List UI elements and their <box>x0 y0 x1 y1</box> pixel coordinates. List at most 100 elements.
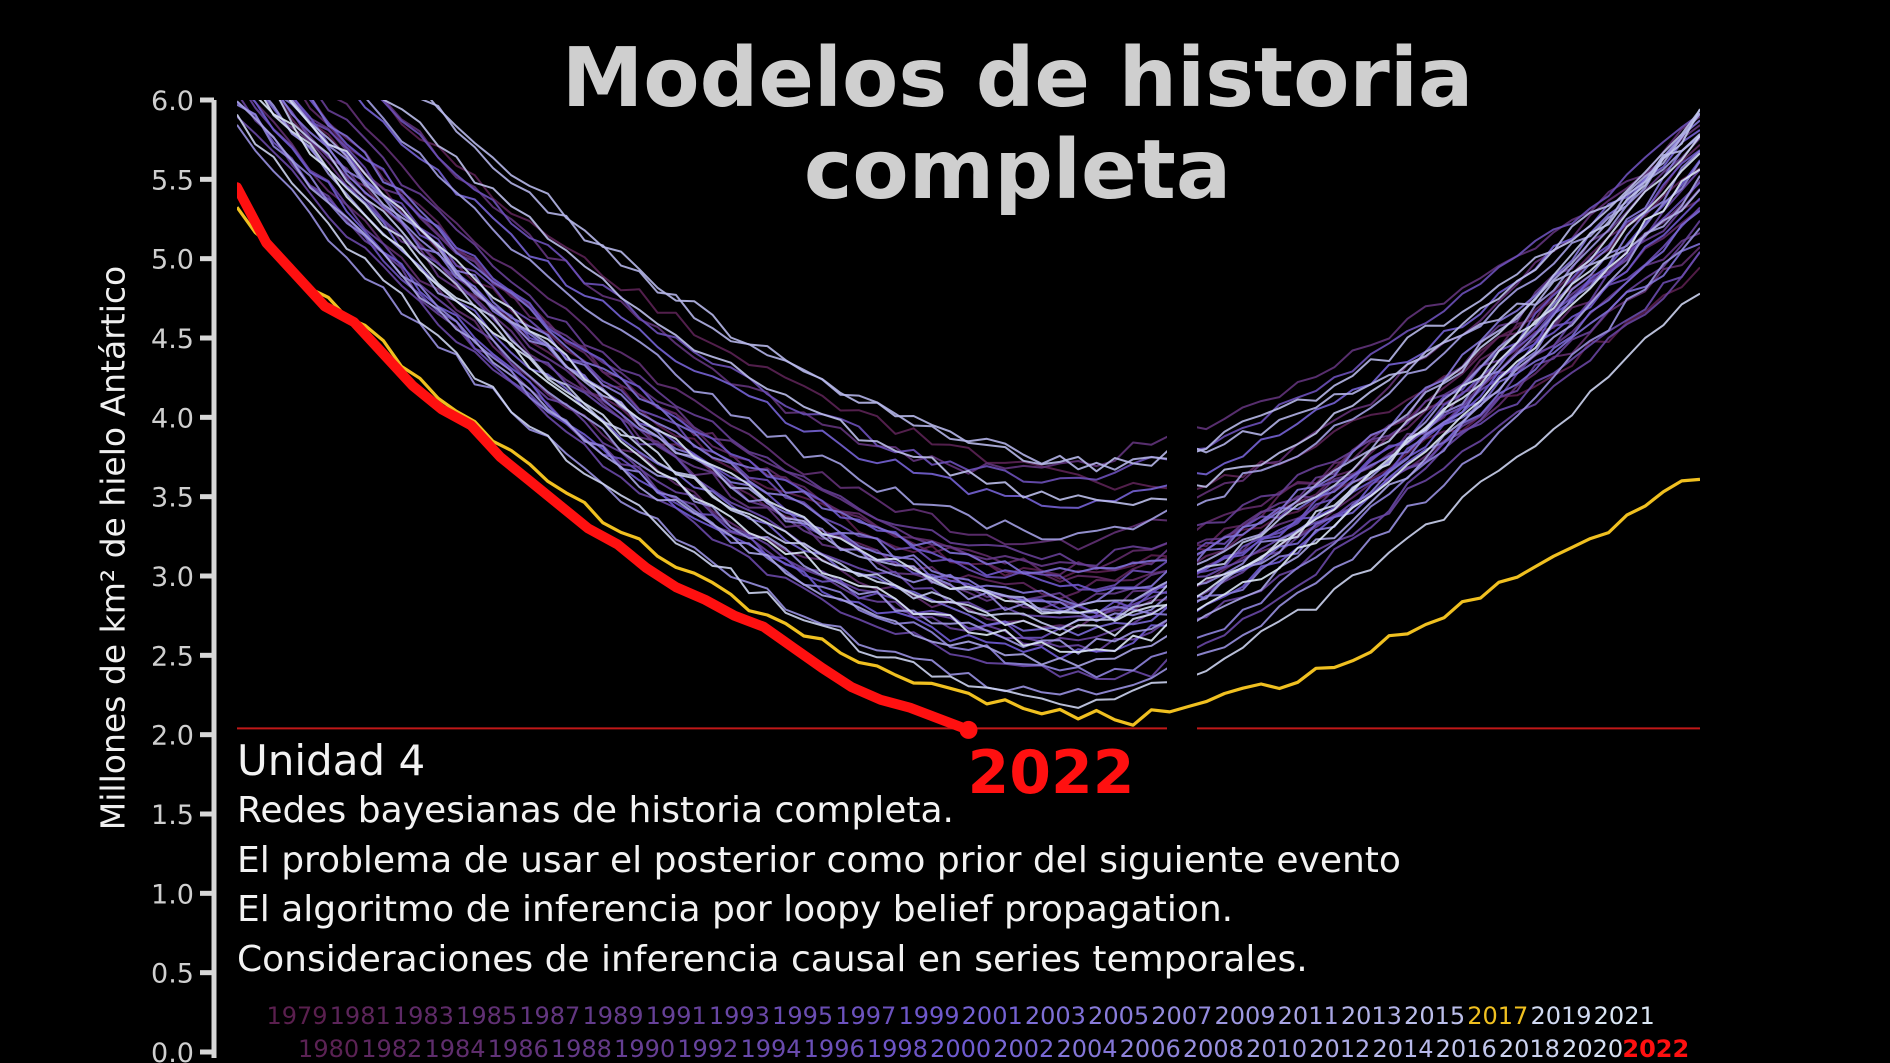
legend-year: 1979 <box>266 1002 327 1030</box>
series-line-1994 <box>280 100 1700 619</box>
series-line-2004 <box>281 100 1700 607</box>
legend-year: 1997 <box>835 1002 896 1030</box>
legend-year: 2011 <box>1278 1002 1339 1030</box>
y-axis-label: Millones de km² de hielo Antártico <box>93 265 133 831</box>
y-tick-label: 3.0 <box>151 562 194 593</box>
series-line-2010 <box>366 100 1700 541</box>
legend-year: 2004 <box>1056 1035 1117 1063</box>
legend-year: 2000 <box>930 1035 991 1063</box>
legend-year: 1996 <box>804 1035 865 1063</box>
unit-title: Unidad 4 <box>237 736 426 785</box>
series-line-2008 <box>237 124 1700 696</box>
y-tick-label: 0.5 <box>151 959 194 990</box>
legend-year: 2019 <box>1530 1002 1591 1030</box>
series-line-2011 <box>237 100 1700 668</box>
series-line-2022 <box>237 182 974 735</box>
y-axis: 0.0 0.5 1.0 1.5 2.0 2.5 3.0 3.5 4.0 4.5 5.0 5.5 6.0 <box>151 86 217 1063</box>
legend-year: 2002 <box>993 1035 1054 1063</box>
series-line-2021 <box>258 100 1700 653</box>
legend-year: 1986 <box>488 1035 549 1063</box>
legend-year: 1994 <box>740 1035 801 1063</box>
highlight-year-lines: 2022 <box>237 182 1700 808</box>
legend-year: 2003 <box>1025 1002 1086 1030</box>
chart-title-line-2: completa <box>803 123 1232 218</box>
legend-year: 1988 <box>551 1035 612 1063</box>
plot-gap <box>1167 420 1197 740</box>
series-line-2009 <box>267 100 1700 655</box>
legend-year: 1992 <box>677 1035 738 1063</box>
series-line-2003 <box>311 100 1700 575</box>
legend-year: 1995 <box>772 1002 833 1030</box>
series-line-2018 <box>237 113 1700 709</box>
legend-year: 2001 <box>962 1002 1023 1030</box>
series-line-1995 <box>294 100 1700 591</box>
legend-year: 1980 <box>298 1035 359 1063</box>
unit-topic: El problema de usar el posterior como pr… <box>237 839 1401 881</box>
legend-year: 1993 <box>709 1002 770 1030</box>
series-line-2017 <box>237 206 1700 727</box>
legend-year: 2018 <box>1499 1035 1560 1063</box>
y-tick-label: 5.0 <box>151 245 194 276</box>
y-tick-label: 0.0 <box>151 1038 194 1063</box>
y-tick-label: 2.0 <box>151 721 194 752</box>
series-line-2016 <box>278 100 1700 631</box>
legend-year: 2012 <box>1309 1035 1370 1063</box>
lecture-content: Unidad 4 Redes bayesianas de historia co… <box>237 736 1401 984</box>
series-line-2007 <box>289 100 1700 623</box>
series-line-2014 <box>429 100 1700 473</box>
series-line-2001 <box>358 100 1700 509</box>
legend-year: 1984 <box>424 1035 485 1063</box>
series-line-1990 <box>320 100 1700 567</box>
series-line-2012 <box>290 100 1700 615</box>
legend-year: 2021 <box>1594 1002 1655 1030</box>
legend-year: 2020 <box>1562 1035 1623 1063</box>
legend-year: 2010 <box>1246 1035 1307 1063</box>
legend-year: 1987 <box>519 1002 580 1030</box>
y-tick-label: 3.5 <box>151 483 194 514</box>
series-line-1993 <box>237 115 1700 681</box>
series-line-2013 <box>420 100 1700 471</box>
series-line-2002 <box>265 100 1700 637</box>
legend-year: 2022 <box>1622 1035 1689 1063</box>
legend-year: 2017 <box>1467 1002 1528 1030</box>
y-tick-label: 2.5 <box>151 641 194 672</box>
legend-year: 2013 <box>1341 1002 1402 1030</box>
chart-title-line-1: Modelos de historia <box>561 31 1474 126</box>
legend-year: 1991 <box>646 1002 707 1030</box>
y-tick-label: 1.5 <box>151 800 194 831</box>
series-line-1997 <box>237 101 1700 639</box>
legend-year: 2016 <box>1436 1035 1497 1063</box>
y-tick-label: 5.5 <box>151 165 194 196</box>
year-legend: 1979 1980 1981 1982 1983 1984 1985 1986 1987 1988… <box>266 1002 1689 1063</box>
legend-year: 1998 <box>867 1035 928 1063</box>
legend-year: 1985 <box>456 1002 517 1030</box>
background-year-lines <box>237 100 1700 709</box>
legend-year: 2009 <box>1214 1002 1275 1030</box>
unit-topic: Redes bayesianas de historia completa. <box>237 790 954 831</box>
legend-year: 1999 <box>898 1002 959 1030</box>
unit-topic: El algoritmo de inferencia por loopy bel… <box>237 889 1234 930</box>
series-line-2015 <box>382 100 1700 506</box>
series-line-1987 <box>264 100 1700 614</box>
unit-topic: Consideraciones de inferencia causal en … <box>237 938 1308 980</box>
y-tick-label: 6.0 <box>151 86 194 117</box>
legend-year: 1989 <box>582 1002 643 1030</box>
legend-year: 2007 <box>1151 1002 1212 1030</box>
legend-year: 1983 <box>393 1002 454 1030</box>
highlight-year-label: 2022 <box>968 738 1135 808</box>
series-line-2019 <box>263 100 1700 637</box>
series-line-1999 <box>308 100 1700 593</box>
y-tick-label: 4.0 <box>151 403 194 434</box>
legend-year: 2008 <box>1183 1035 1244 1063</box>
series-line-2020 <box>288 100 1700 622</box>
legend-year: 1981 <box>330 1002 391 1030</box>
legend-year: 2006 <box>1120 1035 1181 1063</box>
series-end-point-2022 <box>959 720 978 739</box>
legend-year: 1982 <box>361 1035 422 1063</box>
legend-year: 1990 <box>614 1035 675 1063</box>
y-tick-label: 1.0 <box>151 879 194 910</box>
legend-year: 2005 <box>1088 1002 1149 1030</box>
legend-year: 2014 <box>1372 1035 1433 1063</box>
y-tick-label: 4.5 <box>151 324 194 355</box>
